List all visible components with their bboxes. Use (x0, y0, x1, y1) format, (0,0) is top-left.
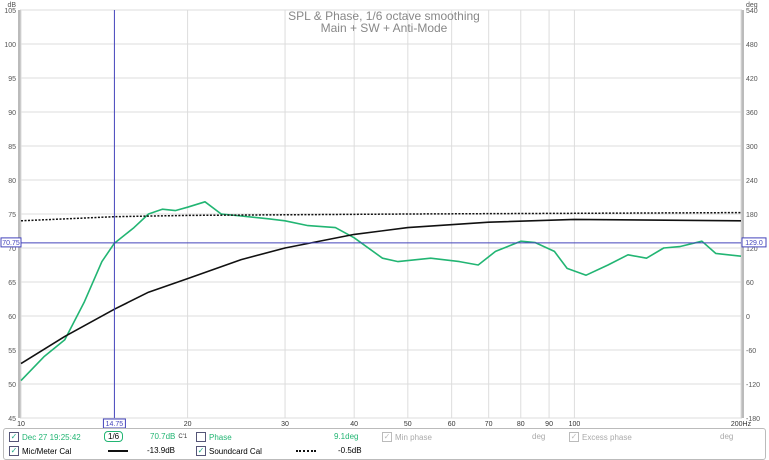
mic-cal-label: Mic/Meter Cal (22, 446, 72, 456)
y-tick-label: 65 (8, 280, 16, 287)
checkbox[interactable]: ✓ (569, 432, 579, 442)
series-line (20, 218, 742, 365)
legend-phase[interactable]: Phase (196, 432, 232, 442)
y-tick-label: 70 (8, 246, 16, 253)
legend-measurement[interactable]: ✓ Dec 27 19:25:42 (9, 432, 81, 442)
x-tick-label: 50 (404, 421, 412, 428)
legend-min-phase[interactable]: ✓ Min phase (382, 432, 432, 442)
phase-label: Phase (209, 432, 232, 442)
y-tick-label: 60 (8, 314, 16, 321)
soundcard-cal-label: Soundcard Cal (209, 446, 262, 456)
y-tick-label: 80 (8, 178, 16, 185)
y2-tick-label: 240 (746, 178, 758, 185)
series-line (20, 201, 742, 382)
measurement-name: Dec 27 19:25:42 (22, 432, 81, 442)
x-tick-label: 200Hz (731, 421, 752, 428)
cursor-y2-box (741, 237, 767, 248)
x-tick-label: 80 (517, 421, 525, 428)
phase-value: 9.1deg (334, 432, 359, 441)
y2-tick-label: 300 (746, 144, 758, 151)
x-tick-label: 20 (184, 421, 192, 428)
excess-phase-label: Excess phase (582, 432, 632, 442)
chart[interactable]: 45 50 55 60 65 70 75 80 85 90 95 100 105 -180 -120 -60 0… (0, 0, 769, 430)
x-tick-label: 10 (17, 421, 25, 428)
y2-tick-label: 120 (746, 246, 758, 253)
y-tick-label: 50 (8, 382, 16, 389)
y2-tick-label: 360 (746, 110, 758, 117)
min-phase-unit: deg (532, 432, 546, 441)
dotted-line-swatch (296, 450, 316, 452)
spl-value: 70.7dB C'1 (150, 432, 187, 441)
y-tick-label: 105 (4, 8, 16, 15)
right-axis-bar (741, 10, 744, 418)
chart-subtitle: Main + SW + Anti-Mode (321, 21, 448, 35)
y-axis-unit: dB (7, 2, 16, 9)
checkbox[interactable]: ✓ (9, 432, 19, 442)
smoothing-value: 1/6 (108, 432, 120, 441)
x-tick-label: 30 (281, 421, 289, 428)
cursor-y2-label: 129.0 (745, 240, 763, 247)
y-tick-label: 55 (8, 348, 16, 355)
y2-tick-label: -180 (746, 416, 760, 423)
y2-tick-label: -120 (746, 382, 760, 389)
min-phase-label: Min phase (395, 432, 432, 442)
x-tick-label: 100 (569, 421, 581, 428)
y2-axis-unit: deg (746, 2, 758, 9)
smoothing-button[interactable]: 1/6 (104, 431, 124, 442)
solid-line-swatch (108, 450, 128, 452)
checkbox[interactable]: ✓ (382, 432, 392, 442)
y-tick-label: 75 (8, 212, 16, 219)
checkbox[interactable] (196, 432, 206, 442)
checkbox[interactable]: ✓ (9, 446, 19, 456)
legend-soundcard-cal[interactable]: ✓ Soundcard Cal (196, 446, 262, 456)
y-tick-label: 85 (8, 144, 16, 151)
cursor-y-label: 70.75 (2, 240, 20, 247)
y2-tick-label: 60 (746, 280, 754, 287)
cursor-x-label: 14.75 (106, 421, 124, 428)
excess-phase-unit: deg (720, 432, 734, 441)
y-tick-label: 45 (8, 416, 16, 423)
series-line (20, 211, 742, 222)
soundcard-cal-value: -0.5dB (338, 446, 362, 455)
x-tick-label: 70 (485, 421, 493, 428)
y2-tick-label: -60 (746, 348, 756, 355)
x-tick-label: 40 (350, 421, 358, 428)
y2-tick-label: 420 (746, 76, 758, 83)
legend-excess-phase[interactable]: ✓ Excess phase (569, 432, 632, 442)
y2-tick-label: 540 (746, 8, 758, 15)
chart-title: SPL & Phase, 1/6 octave smoothing (288, 9, 480, 23)
legend-mic-cal[interactable]: ✓ Mic/Meter Cal (9, 446, 71, 456)
spl-value-sup: C'1 (178, 433, 188, 440)
mic-cal-value: -13.9dB (147, 446, 176, 455)
spl-value-text: 70.7dB (150, 432, 176, 441)
left-axis-bar (18, 10, 21, 418)
y2-tick-label: 0 (746, 314, 750, 321)
cursor-y-box (0, 237, 22, 248)
x-tick-label: 90 (545, 421, 553, 428)
y-tick-label: 95 (8, 76, 16, 83)
y2-tick-label: 180 (746, 212, 758, 219)
x-tick-label: 60 (448, 421, 456, 428)
y-tick-label: 100 (4, 42, 16, 49)
legend-panel: ✓ Dec 27 19:25:42 1/6 70.7dB C'1 Phase 9.… (3, 428, 766, 460)
y-tick-label: 90 (8, 110, 16, 117)
y2-tick-label: 480 (746, 42, 758, 49)
checkbox[interactable]: ✓ (196, 446, 206, 456)
